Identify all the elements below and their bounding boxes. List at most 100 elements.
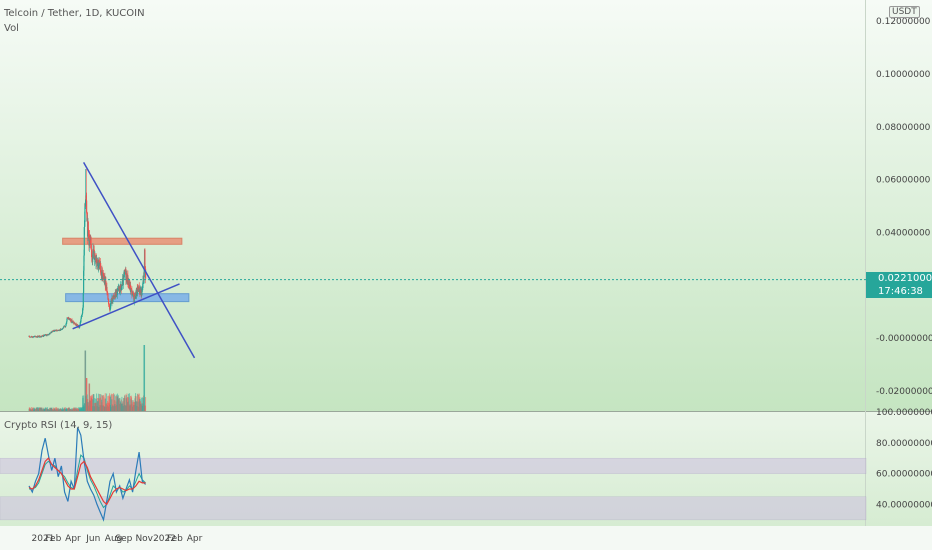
candle-up — [71, 321, 73, 323]
candle-down — [103, 275, 105, 283]
candle-up — [51, 332, 53, 333]
volume-bar — [30, 408, 32, 411]
rsi-axis[interactable]: 100.00000000 80.00000000 60.00000000 40.000… — [876, 408, 932, 510]
candle-down — [91, 249, 93, 256]
price-tick-label: -0.00000000 — [876, 334, 932, 344]
candle-down — [106, 286, 108, 293]
candle-up — [135, 290, 138, 296]
rsi-band — [0, 496, 867, 521]
candle-up — [52, 331, 54, 332]
candle-up — [82, 292, 84, 308]
volume-bar — [110, 394, 112, 411]
candle-up — [92, 248, 94, 259]
candle-up — [30, 336, 32, 338]
candle-down — [32, 336, 34, 338]
currency-badge[interactable]: USDT — [889, 6, 920, 18]
candle-up — [99, 263, 101, 266]
candle-up — [102, 274, 104, 280]
candle-down — [32, 337, 34, 338]
volume-label[interactable]: Vol — [4, 23, 19, 34]
candle-down — [97, 260, 99, 268]
candle-down — [144, 266, 146, 269]
candle-up — [42, 336, 44, 338]
candle-down — [64, 326, 66, 328]
candle-up — [66, 321, 68, 324]
volume-bar — [100, 397, 102, 411]
candle-up — [83, 226, 85, 256]
candle-up — [85, 199, 87, 207]
candle-up — [82, 308, 84, 314]
candle-up — [143, 277, 145, 279]
candle-down — [40, 336, 42, 338]
support-zone — [65, 293, 190, 303]
resistance-zone — [62, 237, 183, 245]
candle-up — [37, 336, 39, 338]
volume-bar — [128, 397, 130, 411]
candle-down — [144, 268, 147, 279]
candle-up — [122, 275, 124, 286]
candle-down — [94, 254, 96, 259]
price-tick-label: 0.08000000 — [876, 123, 931, 133]
price-axis[interactable]: 0.12000000 0.10000000 0.08000000 0.06000000… — [876, 17, 932, 397]
candle-up — [119, 292, 121, 294]
trendline-annotations[interactable] — [72, 162, 196, 359]
candle-up — [142, 275, 144, 284]
candle-down — [113, 295, 116, 297]
volume-bar — [137, 393, 139, 411]
candle-up — [95, 259, 97, 262]
candle-down — [90, 244, 92, 250]
candle-down — [108, 299, 110, 305]
candle-down — [118, 289, 121, 293]
candlestick-series — [28, 169, 147, 339]
candle-up — [119, 285, 121, 293]
symbol-title[interactable]: Telcoin / Tether, 1D, KUCOIN — [4, 8, 145, 19]
candle-down — [37, 335, 39, 338]
candle-up — [140, 289, 143, 296]
candle-down — [108, 304, 110, 305]
volume-bar — [92, 399, 94, 411]
time-tick-label: Apr — [65, 534, 81, 544]
time-tick-label: 2021 — [32, 534, 55, 544]
candle-up — [63, 326, 65, 329]
time-tick-label: 2022 — [153, 534, 176, 544]
candle-down — [115, 291, 118, 292]
candle-up — [65, 326, 67, 327]
candle-down — [134, 292, 136, 299]
candle-down — [42, 335, 44, 337]
candle-down — [91, 256, 93, 260]
candle-up — [58, 330, 60, 332]
candle-down — [108, 304, 110, 306]
candle-down — [72, 321, 74, 322]
price-tick-label: 0.10000000 — [876, 70, 931, 80]
volume-bar — [107, 396, 109, 411]
candle-up — [97, 262, 99, 266]
candle-up — [93, 250, 95, 254]
volume-bar — [131, 397, 133, 411]
candle-up — [123, 270, 126, 274]
candle-down — [31, 336, 33, 338]
candle-up — [46, 334, 48, 336]
candle-down — [34, 335, 36, 337]
price-pane-background — [0, 0, 932, 412]
candle-up — [142, 283, 144, 287]
zone-annotations[interactable] — [62, 237, 190, 303]
candle-down — [35, 336, 37, 338]
volume-bar — [115, 394, 117, 411]
volume-bar — [144, 345, 146, 411]
candle-down — [89, 237, 91, 239]
candle-down — [98, 261, 100, 264]
volume-bar — [64, 407, 66, 411]
candle-up — [110, 302, 112, 304]
candle-up — [131, 294, 133, 296]
rsi-indicator-label[interactable]: Crypto RSI (14, 9, 15) — [4, 420, 113, 431]
candle-down — [142, 275, 145, 279]
volume-bars — [28, 345, 147, 411]
last-price-value: 0.02210000 — [878, 273, 932, 284]
candle-up — [43, 335, 45, 337]
candle-up — [116, 290, 118, 296]
candle-up — [109, 303, 112, 309]
candle-up — [79, 322, 81, 325]
candle-up — [104, 276, 106, 281]
